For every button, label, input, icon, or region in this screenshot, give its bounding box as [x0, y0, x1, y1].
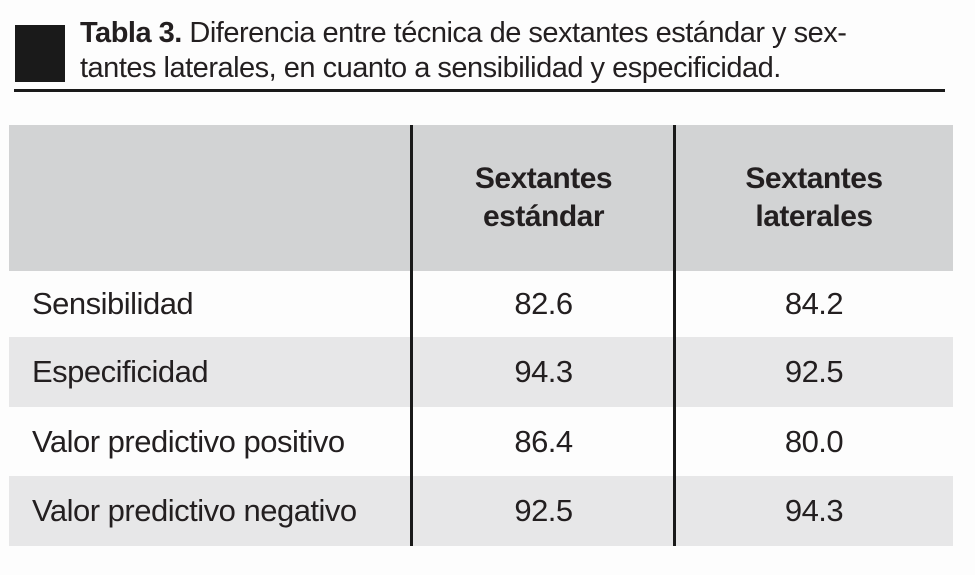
- cell-lateral-value: 92.5: [675, 337, 953, 407]
- column-header-line: Sextantes: [745, 162, 883, 195]
- cell-lateral-value: 80.0: [675, 407, 953, 476]
- cell-lateral-value: 84.2: [675, 271, 953, 337]
- caption-label: Tabla 3.: [80, 17, 182, 49]
- row-label: Valor predictivo positivo: [9, 407, 412, 476]
- column-header-line: laterales: [755, 200, 873, 233]
- caption-text-line1: Diferencia entre técnica de sextantes es…: [189, 17, 847, 49]
- caption-divider-rule: [14, 89, 945, 92]
- cell-standard-value: 86.4: [412, 407, 675, 476]
- column-header-sextantes-laterales: Sextantes laterales: [675, 125, 953, 271]
- cell-standard-value: 82.6: [412, 271, 675, 337]
- column-divider-line: [673, 125, 676, 546]
- results-table: Sextantes estándar Sextantes laterales S…: [9, 125, 953, 546]
- header-empty-cell: [9, 125, 412, 271]
- row-label: Valor predictivo negativo: [9, 476, 412, 546]
- caption-text-line2: tantes laterales, en cuanto a sensibilid…: [80, 52, 781, 84]
- row-label: Sensibilidad: [9, 271, 412, 337]
- cell-standard-value: 94.3: [412, 337, 675, 407]
- column-divider-line: [410, 125, 413, 546]
- column-header-line: Sextantes: [474, 162, 613, 195]
- caption-square-marker: [15, 25, 65, 82]
- cell-standard-value: 92.5: [412, 476, 675, 546]
- table-caption: Tabla 3. Diferencia entre técnica de sex…: [80, 16, 952, 86]
- row-label: Especificidad: [9, 337, 412, 407]
- column-header-line: estándar: [482, 200, 605, 233]
- column-header-sextantes-estandar: Sextantes estándar: [412, 125, 675, 271]
- cell-lateral-value: 94.3: [675, 476, 953, 546]
